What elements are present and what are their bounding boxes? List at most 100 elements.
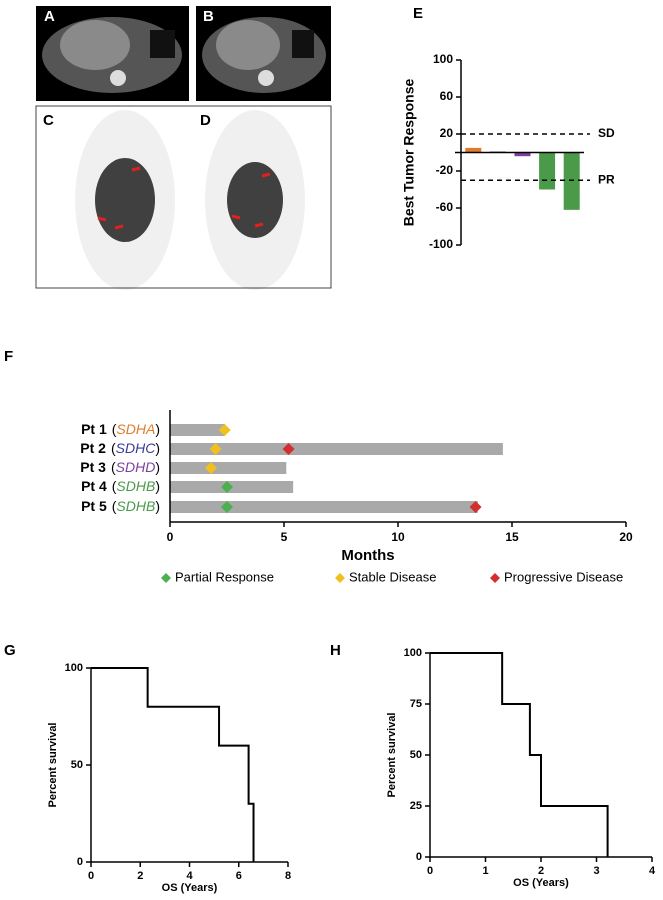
x-tick-label: 3 bbox=[593, 865, 599, 877]
x-axis-label: Months bbox=[341, 547, 394, 564]
row-label: Pt 4 (SDHB) bbox=[81, 478, 160, 494]
row-label: Pt 1 (SDHA) bbox=[81, 421, 160, 437]
y-tick-label: 50 bbox=[71, 759, 83, 771]
reference-label: PR bbox=[598, 172, 615, 186]
panel-label: B bbox=[203, 8, 214, 25]
ct-air bbox=[150, 30, 175, 58]
y-tick-label: 0 bbox=[416, 851, 422, 863]
bar bbox=[170, 424, 225, 436]
x-tick-label: 8 bbox=[285, 870, 291, 882]
pet-body bbox=[205, 110, 305, 290]
patient: Pt 3 bbox=[80, 459, 106, 475]
x-tick-label: 10 bbox=[391, 530, 405, 544]
x-tick-label: 15 bbox=[505, 530, 519, 544]
bracket: ( bbox=[111, 459, 116, 475]
row-label: Pt 2 (SDHC) bbox=[80, 440, 160, 456]
legend-label: Progressive Disease bbox=[504, 569, 623, 584]
survival-curve bbox=[91, 667, 255, 862]
y-tick-label: -100 bbox=[429, 237, 453, 251]
y-axis-label: Percent survival bbox=[47, 723, 59, 808]
survival-curve bbox=[430, 652, 609, 857]
gene: SDHA bbox=[116, 421, 155, 437]
x-tick-label: 0 bbox=[88, 870, 94, 882]
pet-body bbox=[75, 110, 175, 290]
row-label: Pt 5 (SDHB) bbox=[81, 498, 160, 514]
x-tick-label: 5 bbox=[281, 530, 288, 544]
x-axis-label: OS (Years) bbox=[162, 882, 218, 894]
legend-marker bbox=[490, 573, 500, 583]
pet-abdomen bbox=[95, 158, 155, 242]
x-tick-label: 6 bbox=[236, 870, 242, 882]
row-label: Pt 3 (SDHD) bbox=[80, 459, 160, 475]
event-marker bbox=[209, 443, 222, 455]
bar bbox=[563, 152, 580, 210]
gene: SDHB bbox=[116, 478, 155, 494]
panel-label: D bbox=[200, 112, 211, 129]
x-tick-label: 0 bbox=[427, 865, 433, 877]
bar bbox=[170, 443, 503, 455]
x-tick-label: 0 bbox=[167, 530, 174, 544]
bracket: ) bbox=[155, 478, 160, 494]
x-tick-label: 1 bbox=[482, 865, 488, 877]
bracket: ( bbox=[111, 440, 116, 456]
panel-label: E bbox=[413, 5, 423, 22]
legend-label: Partial Response bbox=[175, 569, 274, 584]
bracket: ( bbox=[112, 478, 117, 494]
bracket: ( bbox=[112, 421, 117, 437]
ct-liver bbox=[216, 20, 280, 70]
gene: SDHD bbox=[116, 459, 156, 475]
y-tick-label: 100 bbox=[404, 647, 422, 659]
lesion-arrows bbox=[97, 166, 271, 230]
y-tick-label: 0 bbox=[77, 856, 83, 868]
ct-spine bbox=[258, 70, 274, 86]
y-tick-label: -20 bbox=[436, 163, 454, 177]
panel-label: G bbox=[4, 642, 16, 659]
ct-liver bbox=[60, 20, 130, 70]
ct-spine bbox=[110, 70, 126, 86]
panel-label: A bbox=[44, 8, 55, 25]
event-marker bbox=[221, 481, 233, 493]
bracket: ) bbox=[155, 459, 160, 475]
panel-label: C bbox=[43, 112, 54, 129]
y-tick-label: -60 bbox=[436, 200, 454, 214]
bracket: ) bbox=[155, 440, 160, 456]
y-axis-label: Percent survival bbox=[386, 713, 398, 798]
y-axis-label: Best Tumor Response bbox=[401, 79, 417, 227]
legend-label: Stable Disease bbox=[349, 569, 436, 584]
ct-images bbox=[35, 6, 332, 290]
bar bbox=[170, 501, 478, 513]
y-tick-label: 25 bbox=[410, 800, 422, 812]
gene: SDHC bbox=[116, 440, 157, 456]
y-tick-label: 50 bbox=[410, 749, 422, 761]
patient: Pt 1 bbox=[81, 421, 107, 437]
y-tick-label: 20 bbox=[440, 126, 454, 140]
bar bbox=[465, 147, 482, 153]
y-tick-label: 100 bbox=[433, 52, 453, 66]
patient: Pt 5 bbox=[81, 498, 107, 514]
x-tick-label: 20 bbox=[619, 530, 633, 544]
x-axis-label: OS (Years) bbox=[513, 877, 569, 889]
bracket: ( bbox=[112, 498, 117, 514]
bracket: ) bbox=[155, 421, 160, 437]
x-tick-label: 4 bbox=[186, 870, 193, 882]
bar bbox=[170, 462, 287, 474]
event-marker bbox=[469, 501, 482, 513]
event-marker bbox=[282, 443, 295, 455]
event-marker bbox=[205, 462, 218, 474]
y-tick-label: 75 bbox=[410, 698, 422, 710]
panel-label: F bbox=[4, 348, 13, 365]
legend-marker bbox=[335, 573, 345, 583]
event-marker bbox=[221, 501, 233, 513]
x-tick-label: 2 bbox=[137, 870, 143, 882]
bar bbox=[539, 152, 556, 190]
ct-air bbox=[292, 30, 314, 58]
x-tick-label: 2 bbox=[538, 865, 544, 877]
bar bbox=[514, 152, 531, 157]
legend-marker bbox=[161, 573, 171, 583]
patient: Pt 4 bbox=[81, 478, 107, 494]
panel-label: H bbox=[330, 642, 341, 659]
x-tick-label: 4 bbox=[649, 865, 656, 877]
y-tick-label: 60 bbox=[440, 89, 454, 103]
gene: SDHB bbox=[116, 498, 155, 514]
